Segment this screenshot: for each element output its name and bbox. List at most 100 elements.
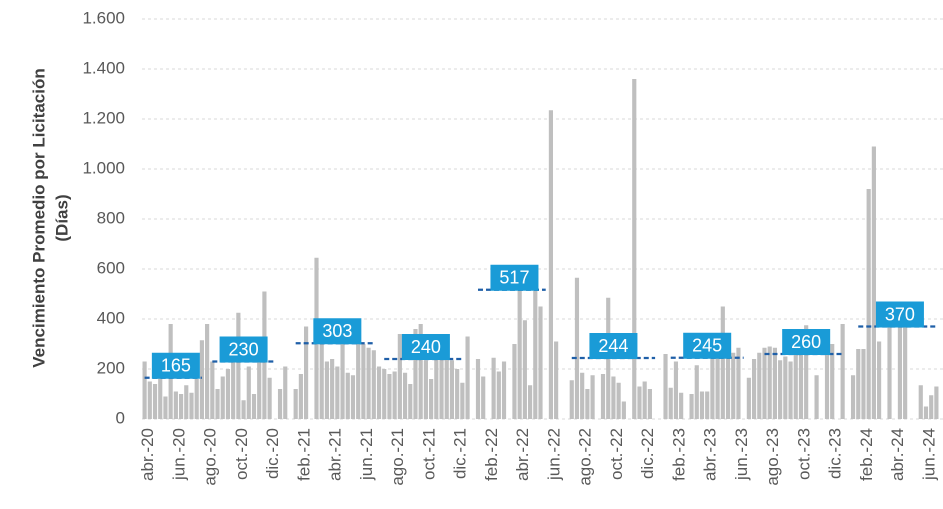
- average-label: 165: [151, 352, 200, 379]
- bar: [496, 371, 501, 419]
- bar: [548, 110, 554, 419]
- y-tick-label: 400: [97, 308, 125, 327]
- bar: [408, 384, 413, 419]
- bar: [856, 349, 861, 419]
- average-label: 245: [683, 332, 732, 359]
- bar: [699, 391, 705, 419]
- y-tick-label: 600: [97, 258, 125, 277]
- average-label-text: 245: [692, 336, 722, 356]
- x-tick-label: oct.-22: [607, 428, 626, 480]
- x-tick-label: oct.-20: [232, 428, 251, 480]
- bar: [788, 361, 793, 419]
- bar: [434, 359, 439, 419]
- bar: [376, 366, 382, 419]
- bar: [455, 369, 460, 419]
- bar: [694, 365, 699, 419]
- average-label: 370: [875, 301, 924, 328]
- bar: [246, 366, 251, 419]
- bar: [236, 312, 241, 419]
- average-label-box: [401, 334, 450, 360]
- bar: [402, 372, 408, 419]
- bar: [689, 394, 694, 419]
- bar: [616, 382, 621, 419]
- bar: [293, 389, 298, 419]
- average-label-box: [313, 318, 362, 345]
- average-label-text: 244: [598, 336, 628, 356]
- x-tick-label: dic.-23: [826, 428, 845, 479]
- bar: [897, 305, 903, 419]
- bar: [814, 375, 819, 419]
- bar: [481, 376, 486, 419]
- bar: [840, 324, 845, 419]
- bar: [705, 391, 710, 419]
- bar: [554, 341, 559, 419]
- bar: [178, 394, 184, 419]
- bar: [767, 346, 772, 419]
- y-tick-label: 1.400: [82, 58, 125, 77]
- bar: [824, 349, 830, 419]
- x-tick-label: dic.-20: [263, 428, 282, 479]
- bar: [215, 389, 220, 419]
- bar: [866, 189, 871, 419]
- bar: [152, 384, 158, 419]
- bar: [850, 375, 856, 419]
- bar: [751, 359, 757, 419]
- bar: [710, 354, 715, 419]
- average-label-box: [151, 352, 200, 379]
- average-label-text: 165: [161, 356, 191, 376]
- average-label-box: [683, 332, 732, 359]
- bar: [621, 401, 626, 419]
- bar: [392, 371, 397, 419]
- x-tick-label: feb.-23: [669, 428, 688, 481]
- bar: [319, 344, 324, 419]
- bar: [340, 344, 345, 419]
- bar: [673, 361, 679, 419]
- bar: [517, 289, 522, 419]
- bar: [736, 347, 741, 419]
- bar: [335, 366, 340, 419]
- x-tick-label: jun.-22: [544, 428, 563, 481]
- bar: [783, 356, 788, 419]
- bar: [189, 392, 194, 419]
- bar: [793, 346, 798, 419]
- x-tick-label: ago.-21: [388, 428, 407, 486]
- bar: [501, 361, 507, 419]
- y-tick-label: 1.600: [82, 8, 125, 27]
- bar: [887, 315, 892, 419]
- x-tick-label: abr.-23: [701, 428, 720, 481]
- bar: [413, 329, 418, 419]
- bar: [345, 372, 350, 419]
- bar: [205, 324, 210, 419]
- bar: [439, 337, 444, 419]
- average-label-box: [782, 329, 831, 355]
- bar: [871, 146, 876, 419]
- bar: [585, 389, 590, 419]
- bar: [444, 359, 449, 419]
- bar: [361, 344, 366, 419]
- x-tick-label: jun.-21: [357, 428, 376, 481]
- bar: [574, 277, 580, 419]
- x-tick-label: abr.-20: [138, 428, 157, 481]
- bar: [637, 386, 642, 419]
- x-tick-label: abr.-24: [888, 428, 907, 481]
- average-label-text: 260: [791, 332, 821, 352]
- bar: [220, 376, 225, 419]
- average-label-text: 230: [229, 339, 259, 359]
- bar: [449, 360, 455, 419]
- average-label: 230: [219, 336, 268, 363]
- bar: [350, 375, 356, 419]
- x-tick-label: feb.-24: [857, 428, 876, 481]
- bar: [298, 374, 303, 419]
- y-tick-label: 800: [97, 208, 125, 227]
- bar: [184, 385, 189, 419]
- bar: [611, 376, 616, 419]
- bar: [173, 391, 178, 419]
- bar: [397, 334, 402, 419]
- bar: [830, 344, 835, 419]
- average-label-box: [589, 333, 638, 359]
- bar: [778, 360, 783, 419]
- bar: [147, 381, 152, 419]
- x-tick-label: feb.-22: [482, 428, 501, 481]
- bar: [163, 396, 168, 419]
- x-tick-label: ago.-22: [576, 428, 595, 486]
